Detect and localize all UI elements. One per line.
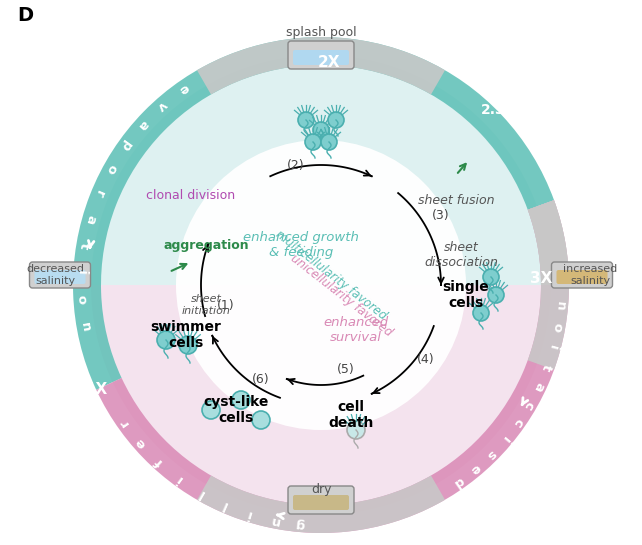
Circle shape	[157, 331, 175, 349]
FancyBboxPatch shape	[288, 41, 354, 69]
Text: swimmer
cells: swimmer cells	[151, 320, 221, 350]
Text: (6): (6)	[252, 373, 270, 386]
Text: e: e	[176, 81, 191, 96]
Circle shape	[321, 134, 337, 150]
Text: o: o	[550, 321, 564, 332]
Circle shape	[202, 401, 220, 419]
Text: n: n	[268, 513, 280, 528]
Text: n: n	[553, 301, 567, 311]
Text: o: o	[74, 295, 88, 305]
Text: increased
salinity: increased salinity	[563, 264, 617, 286]
Text: cell
death: cell death	[328, 400, 374, 430]
Text: i: i	[245, 507, 253, 521]
Text: n: n	[78, 321, 92, 332]
Text: decreased
salinity: decreased salinity	[26, 264, 84, 286]
Text: aggregation: aggregation	[163, 239, 249, 251]
Wedge shape	[91, 285, 551, 515]
Text: sheet
initiation: sheet initiation	[182, 294, 230, 316]
Text: (1): (1)	[217, 299, 235, 312]
Text: s: s	[483, 447, 498, 462]
Text: clonal division: clonal division	[146, 189, 236, 202]
FancyBboxPatch shape	[35, 270, 85, 284]
Text: i: i	[74, 270, 88, 275]
Text: e: e	[467, 461, 483, 477]
FancyBboxPatch shape	[551, 262, 612, 288]
Circle shape	[252, 411, 270, 429]
Circle shape	[179, 336, 197, 354]
Text: D: D	[17, 5, 33, 25]
Wedge shape	[197, 476, 445, 533]
Circle shape	[473, 305, 489, 321]
Text: a: a	[531, 380, 546, 393]
Circle shape	[328, 112, 344, 128]
Text: a: a	[83, 213, 98, 225]
Text: c: c	[510, 416, 525, 429]
Text: g: g	[295, 517, 306, 531]
Text: unicellularity favored: unicellularity favored	[288, 251, 394, 338]
Circle shape	[298, 112, 314, 128]
Circle shape	[488, 287, 504, 303]
Text: splash pool: splash pool	[286, 26, 356, 39]
Text: (2): (2)	[287, 159, 305, 172]
Text: 2.3X: 2.3X	[482, 103, 517, 117]
Circle shape	[176, 140, 466, 430]
Text: sheet
dissociation: sheet dissociation	[424, 241, 498, 269]
Text: r: r	[117, 416, 132, 429]
Text: f: f	[152, 455, 166, 469]
Circle shape	[305, 134, 321, 150]
Text: p: p	[117, 138, 134, 153]
Wedge shape	[96, 200, 569, 533]
FancyBboxPatch shape	[288, 486, 354, 514]
Text: 2X: 2X	[318, 54, 340, 70]
Wedge shape	[197, 37, 445, 94]
Circle shape	[483, 269, 499, 285]
FancyBboxPatch shape	[293, 495, 349, 510]
Text: multicellularity favored: multicellularity favored	[273, 228, 389, 322]
Text: r: r	[92, 187, 107, 199]
Text: c: c	[521, 398, 537, 411]
FancyBboxPatch shape	[293, 50, 349, 65]
Text: l: l	[220, 498, 229, 512]
Text: t: t	[539, 362, 553, 372]
Text: i: i	[498, 433, 511, 445]
Wedge shape	[91, 55, 551, 285]
Circle shape	[232, 391, 250, 409]
Text: (5): (5)	[337, 364, 355, 377]
Circle shape	[347, 421, 365, 439]
Text: single
cells: single cells	[442, 280, 489, 310]
Text: l: l	[196, 486, 206, 500]
Text: e: e	[133, 435, 148, 451]
Text: o: o	[103, 161, 119, 176]
Text: v: v	[155, 98, 169, 113]
Wedge shape	[528, 200, 569, 370]
Text: dry: dry	[311, 483, 331, 496]
Text: (3): (3)	[432, 209, 450, 221]
FancyBboxPatch shape	[557, 270, 607, 284]
Text: i: i	[173, 472, 185, 485]
Text: sheet fusion: sheet fusion	[418, 193, 494, 207]
Circle shape	[313, 122, 329, 138]
FancyBboxPatch shape	[30, 262, 91, 288]
Text: d: d	[451, 474, 466, 489]
Text: 1X: 1X	[85, 383, 107, 397]
Text: a: a	[135, 117, 150, 132]
Wedge shape	[528, 200, 569, 285]
Wedge shape	[73, 37, 554, 390]
Text: enhanced
survival: enhanced survival	[324, 316, 388, 344]
Text: i: i	[546, 343, 560, 351]
Text: (4): (4)	[417, 354, 435, 366]
Text: enhanced growth
& feeding: enhanced growth & feeding	[243, 231, 359, 259]
Text: 3X: 3X	[530, 270, 552, 286]
Text: cyst-like
cells: cyst-like cells	[204, 395, 269, 425]
Text: t: t	[78, 241, 91, 250]
